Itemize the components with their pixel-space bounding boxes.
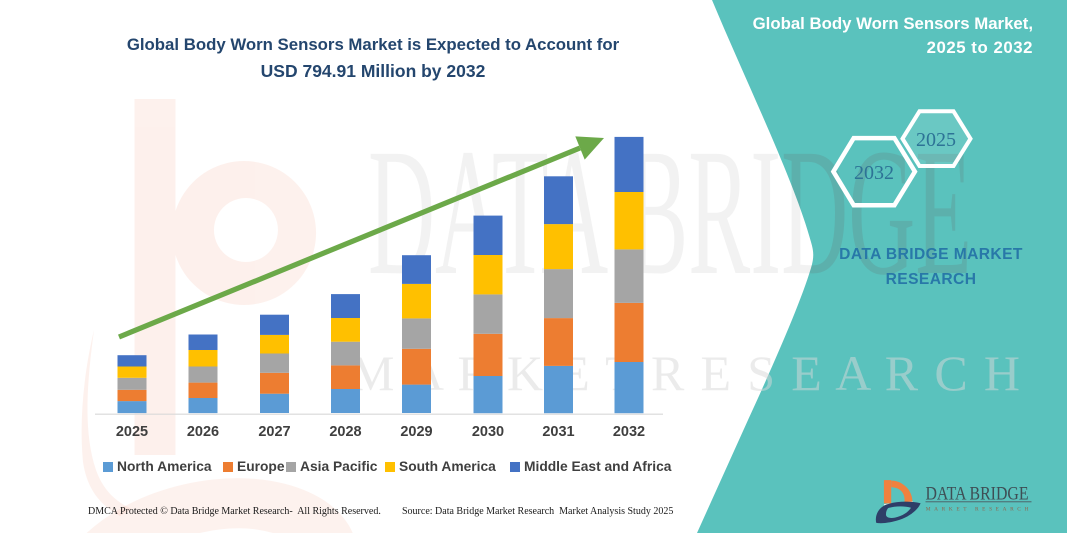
svg-text:DATA BRIDGE: DATA BRIDGE bbox=[368, 112, 972, 313]
svg-text:DATA BRIDGE: DATA BRIDGE bbox=[926, 484, 1029, 505]
svg-text:MARKET RESEARCH: MARKET RESEARCH bbox=[926, 507, 1030, 513]
svg-text:2032: 2032 bbox=[854, 162, 894, 184]
svg-text:2025: 2025 bbox=[916, 129, 956, 151]
